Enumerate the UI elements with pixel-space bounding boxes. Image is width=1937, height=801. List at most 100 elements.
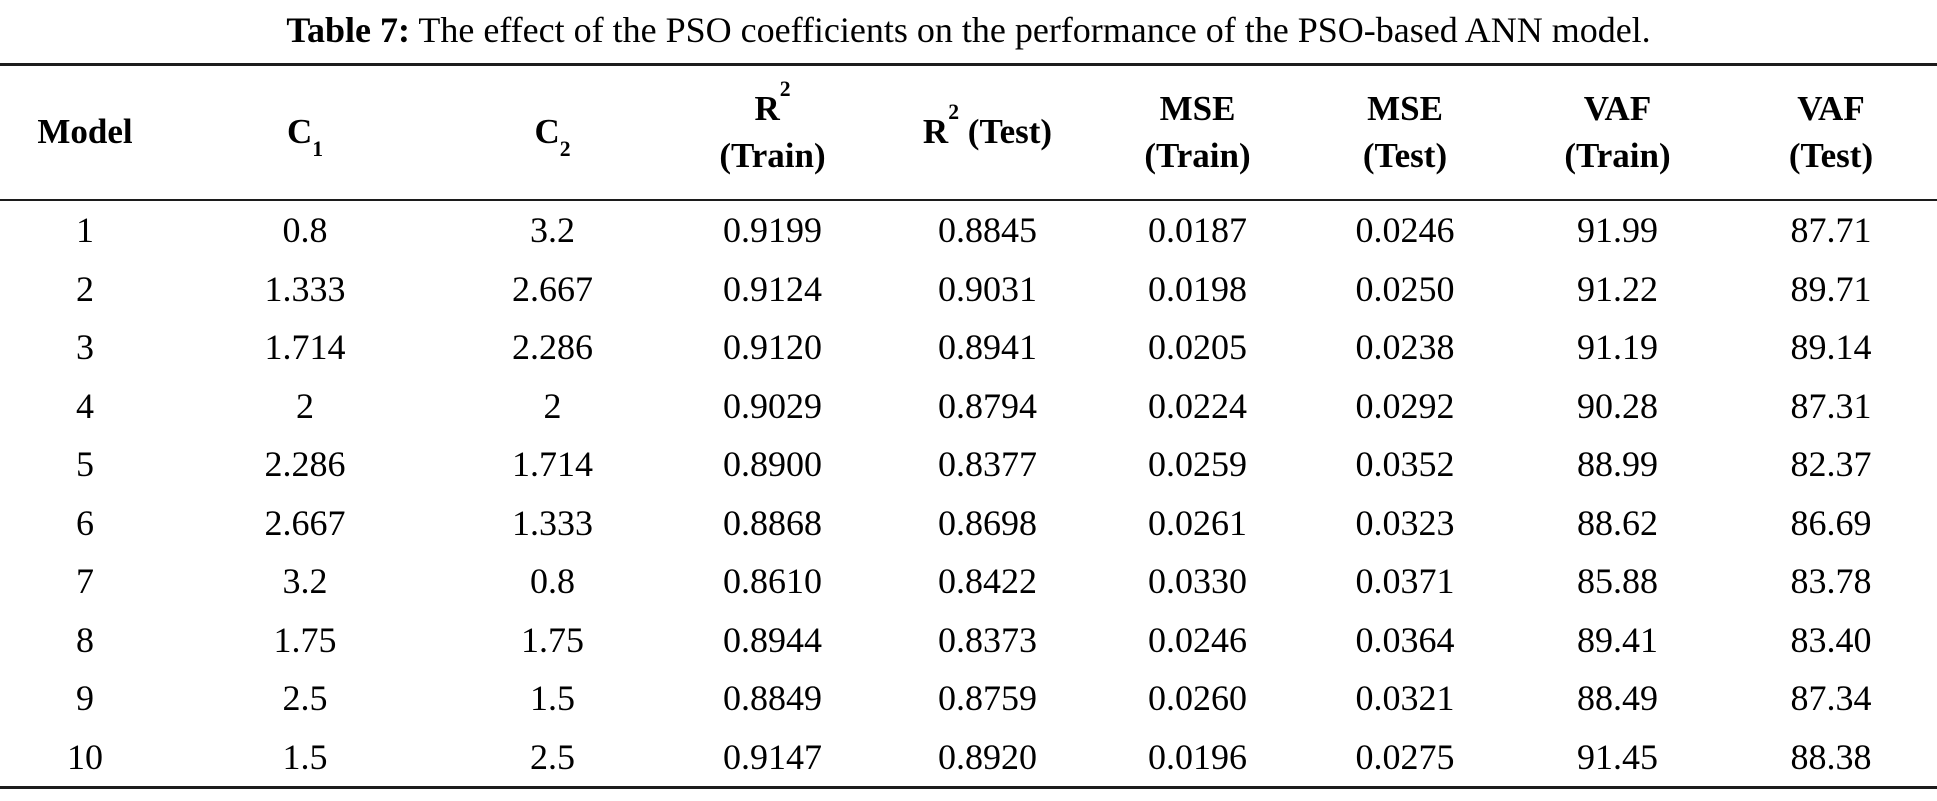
col-header-vaf-train: VAF (Train) bbox=[1510, 64, 1725, 201]
table-caption: Table 7: The effect of the PSO coefficie… bbox=[0, 0, 1937, 63]
header-text: R bbox=[922, 112, 949, 152]
table-cell: 83.40 bbox=[1790, 619, 1872, 660]
table-cell: 0.0260 bbox=[1148, 678, 1247, 719]
table-cell: 0.0259 bbox=[1148, 444, 1247, 485]
table-cell: 2.5 bbox=[282, 678, 328, 719]
table-cell: 0.9124 bbox=[723, 268, 822, 309]
header-line2: (Test) bbox=[1362, 135, 1448, 175]
table-cell: 2.286 bbox=[264, 444, 346, 485]
table-cell: 2 bbox=[76, 268, 94, 309]
table-cell: 4 bbox=[76, 385, 94, 426]
table-cell: 0.8698 bbox=[938, 502, 1037, 543]
table-cell: 1.333 bbox=[512, 502, 593, 543]
table-cell: 10 bbox=[67, 736, 103, 777]
header-line2: (Train) bbox=[1564, 135, 1671, 175]
table-cell: 6 bbox=[76, 502, 94, 543]
table-cell: 2.667 bbox=[264, 502, 346, 543]
table-cell: 9 bbox=[76, 678, 94, 719]
table-row: 4 2 2 0.9029 0.8794 0.0224 0.0292 90.28 87.31 bbox=[0, 377, 1937, 436]
table-cell: 3.2 bbox=[530, 210, 575, 251]
table-cell: 0.0246 bbox=[1355, 210, 1455, 251]
table-cell: 0.0246 bbox=[1148, 619, 1247, 660]
table-cell: 91.45 bbox=[1577, 736, 1658, 777]
table-cell: 0.8759 bbox=[938, 678, 1037, 719]
table-cell: 0.0330 bbox=[1148, 561, 1247, 602]
table-row: 2 1.333 2.667 0.9124 0.9031 0.0198 0.0250 91.22… bbox=[0, 260, 1937, 319]
table-cell: 1.75 bbox=[273, 619, 337, 660]
table-cell: 2.286 bbox=[512, 327, 593, 368]
header-line1: MSE bbox=[1159, 89, 1236, 129]
table-cell: 89.14 bbox=[1790, 327, 1872, 368]
header-text: (Test) bbox=[959, 112, 1053, 152]
table-cell: 7 bbox=[76, 561, 94, 602]
table-cell: 3 bbox=[76, 327, 94, 368]
table-cell: 0.0323 bbox=[1355, 502, 1455, 543]
table-cell: 0.8373 bbox=[938, 619, 1037, 660]
table-cell: 5 bbox=[76, 444, 94, 485]
table-cell: 83.78 bbox=[1790, 561, 1872, 602]
table-cell: 88.99 bbox=[1577, 444, 1658, 485]
table-caption-text: The effect of the PSO coefficients on th… bbox=[410, 10, 1651, 50]
table-cell: 8 bbox=[76, 619, 94, 660]
col-header-r2-test: R2 (Test) bbox=[880, 64, 1095, 201]
header-text: Model bbox=[37, 112, 133, 152]
table-row: 9 2.5 1.5 0.8849 0.8759 0.0260 0.0321 88.49 87.3… bbox=[0, 669, 1937, 728]
col-header-vaf-test: VAF (Test) bbox=[1725, 64, 1937, 201]
table-cell: 0.0321 bbox=[1355, 678, 1455, 719]
table-cell: 89.71 bbox=[1790, 268, 1872, 309]
col-header-c2: C2 bbox=[440, 64, 665, 201]
table-cell: 0.9120 bbox=[723, 327, 822, 368]
col-header-model: Model bbox=[0, 64, 170, 201]
table-cell: 89.41 bbox=[1577, 619, 1658, 660]
table-cell: 0.8900 bbox=[723, 444, 822, 485]
table-cell: 1 bbox=[76, 210, 94, 251]
table-cell: 0.9199 bbox=[723, 210, 822, 251]
table-row: 5 2.286 1.714 0.8900 0.8377 0.0259 0.0352 88.99… bbox=[0, 435, 1937, 494]
table-cell: 1.75 bbox=[521, 619, 584, 660]
table-cell: 1.714 bbox=[512, 444, 593, 485]
header-line2: (Test) bbox=[1788, 135, 1874, 175]
table-cell: 0.0224 bbox=[1148, 385, 1247, 426]
header-line2: (Train) bbox=[1144, 135, 1251, 175]
table-row: 8 1.75 1.75 0.8944 0.8373 0.0246 0.0364 89.41 83… bbox=[0, 611, 1937, 670]
table-cell: 2 bbox=[543, 385, 562, 426]
subscript: 2 bbox=[559, 137, 571, 162]
table-row: 1 0.8 3.2 0.9199 0.8845 0.0187 0.0246 91.99 87.7… bbox=[0, 200, 1937, 260]
header-text: R bbox=[754, 89, 780, 129]
table-cell: 0.0250 bbox=[1355, 268, 1455, 309]
subscript: 1 bbox=[312, 137, 324, 162]
header-line1: VAF bbox=[1583, 89, 1652, 129]
table-row: 10 1.5 2.5 0.9147 0.8920 0.0196 0.0275 91.45 88.… bbox=[0, 728, 1937, 788]
table-cell: 0.8610 bbox=[723, 561, 822, 602]
header-text: C bbox=[286, 112, 313, 152]
table-cell: 87.71 bbox=[1790, 210, 1872, 251]
header-line1: R2 bbox=[665, 78, 880, 132]
table-cell: 0.0275 bbox=[1355, 736, 1455, 777]
table-cell: 87.34 bbox=[1790, 678, 1872, 719]
table-cell: 3.2 bbox=[282, 561, 328, 602]
table-cell: 91.99 bbox=[1577, 210, 1658, 251]
table-row: 3 1.714 2.286 0.9120 0.8941 0.0205 0.0238 91.19… bbox=[0, 318, 1937, 377]
table-caption-label: Table 7: bbox=[286, 10, 411, 50]
table-row: 7 3.2 0.8 0.8610 0.8422 0.0330 0.0371 85.88 83.7… bbox=[0, 552, 1937, 611]
superscript: 2 bbox=[779, 76, 791, 101]
table-cell: 90.28 bbox=[1577, 385, 1658, 426]
table-cell: 0.9031 bbox=[938, 268, 1037, 309]
table-cell: 0.8422 bbox=[938, 561, 1037, 602]
table-cell: 1.333 bbox=[264, 268, 346, 309]
table-cell: 0.8845 bbox=[938, 210, 1037, 251]
header-row: Model C1 C2 R2 (Train) R2 (Test) MSE (Tr… bbox=[0, 64, 1937, 201]
table-cell: 87.31 bbox=[1790, 385, 1872, 426]
table-cell: 0.9029 bbox=[723, 385, 822, 426]
header-line1: VAF bbox=[1797, 89, 1865, 129]
table-cell: 0.0198 bbox=[1148, 268, 1247, 309]
header-line1: MSE bbox=[1367, 89, 1443, 129]
table-body: 1 0.8 3.2 0.9199 0.8845 0.0187 0.0246 91.99 87.7… bbox=[0, 200, 1937, 788]
table-cell: 91.19 bbox=[1577, 327, 1658, 368]
table-cell: 1.5 bbox=[530, 678, 575, 719]
table-cell: 0.0196 bbox=[1148, 736, 1247, 777]
col-header-mse-train: MSE (Train) bbox=[1095, 64, 1300, 201]
table-cell: 88.49 bbox=[1577, 678, 1658, 719]
table-cell: 0.8 bbox=[282, 210, 328, 251]
table-cell: 91.22 bbox=[1577, 268, 1658, 309]
